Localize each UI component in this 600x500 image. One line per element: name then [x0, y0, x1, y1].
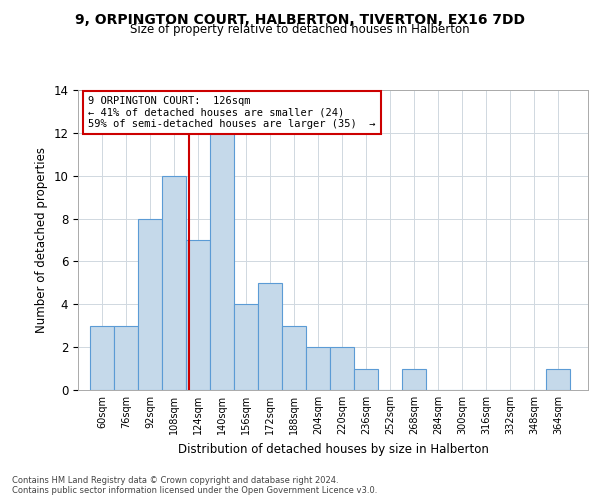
- Bar: [138, 218, 162, 390]
- Bar: [162, 176, 186, 390]
- Bar: [402, 368, 426, 390]
- Text: 9 ORPINGTON COURT:  126sqm
← 41% of detached houses are smaller (24)
59% of semi: 9 ORPINGTON COURT: 126sqm ← 41% of detac…: [88, 96, 376, 129]
- Y-axis label: Number of detached properties: Number of detached properties: [35, 147, 48, 333]
- Bar: [186, 240, 210, 390]
- X-axis label: Distribution of detached houses by size in Halberton: Distribution of detached houses by size …: [178, 442, 488, 456]
- Bar: [306, 347, 330, 390]
- Bar: [546, 368, 570, 390]
- Bar: [282, 326, 306, 390]
- Bar: [210, 133, 234, 390]
- Bar: [354, 368, 378, 390]
- Text: Contains HM Land Registry data © Crown copyright and database right 2024.
Contai: Contains HM Land Registry data © Crown c…: [12, 476, 377, 495]
- Text: Size of property relative to detached houses in Halberton: Size of property relative to detached ho…: [130, 22, 470, 36]
- Bar: [90, 326, 114, 390]
- Bar: [114, 326, 138, 390]
- Bar: [330, 347, 354, 390]
- Bar: [258, 283, 282, 390]
- Bar: [234, 304, 258, 390]
- Text: 9, ORPINGTON COURT, HALBERTON, TIVERTON, EX16 7DD: 9, ORPINGTON COURT, HALBERTON, TIVERTON,…: [75, 12, 525, 26]
